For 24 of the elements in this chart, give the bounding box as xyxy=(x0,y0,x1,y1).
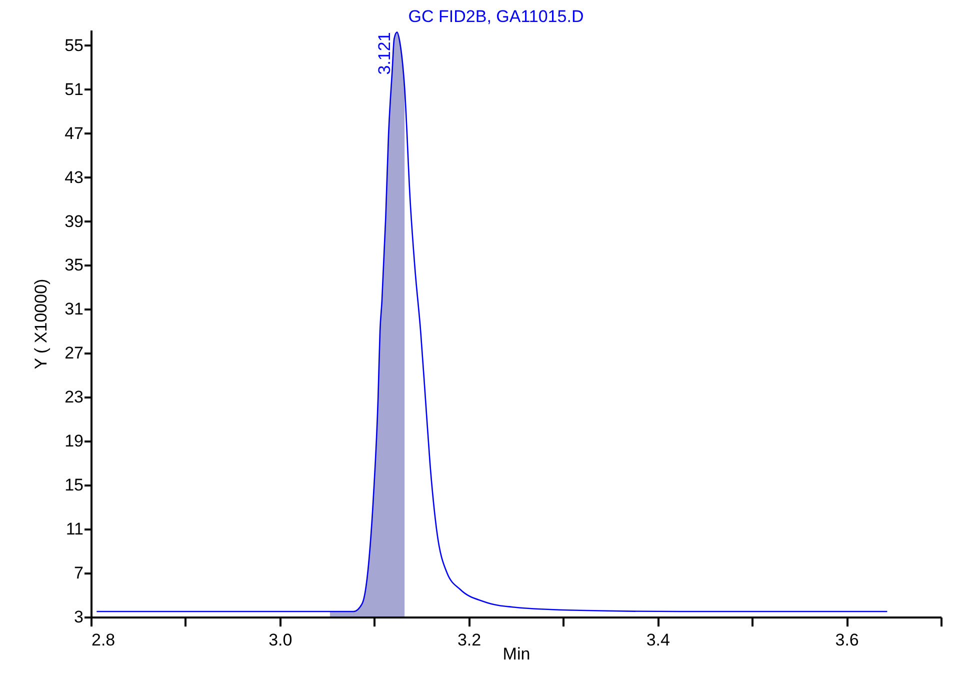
y-tick-label: 15 xyxy=(64,476,84,495)
line-series xyxy=(96,32,888,612)
x-tick-label: 3.0 xyxy=(268,630,292,650)
chart-title: GC FID2B, GA11015.D xyxy=(408,7,584,26)
y-tick-label: 19 xyxy=(64,432,84,451)
x-tick-label: 2.8 xyxy=(92,630,116,650)
y-tick-label: 51 xyxy=(64,80,84,99)
x-tick-label: 3.6 xyxy=(835,630,859,650)
y-tick-label: 23 xyxy=(64,388,84,407)
y-axis-title: Y ( X10000) xyxy=(32,278,51,370)
y-tick-label: 39 xyxy=(64,212,84,231)
y-tick-label: 11 xyxy=(66,520,84,539)
y-tick-label: 55 xyxy=(64,36,84,55)
y-tick-label: 35 xyxy=(64,256,84,275)
y-tick-label: 47 xyxy=(64,124,84,143)
x-axis-title: Min xyxy=(502,644,530,664)
y-tick-label: 27 xyxy=(64,344,84,363)
x-tick-label: 3.4 xyxy=(646,630,670,650)
y-tick-label: 31 xyxy=(64,300,84,319)
x-tick-label: 3.2 xyxy=(457,630,482,650)
y-tick-label: 43 xyxy=(64,168,84,187)
y-tick-label: 3 xyxy=(74,608,84,626)
annotation: 3.121 xyxy=(375,32,394,75)
y-tick-label: 7 xyxy=(74,564,84,583)
